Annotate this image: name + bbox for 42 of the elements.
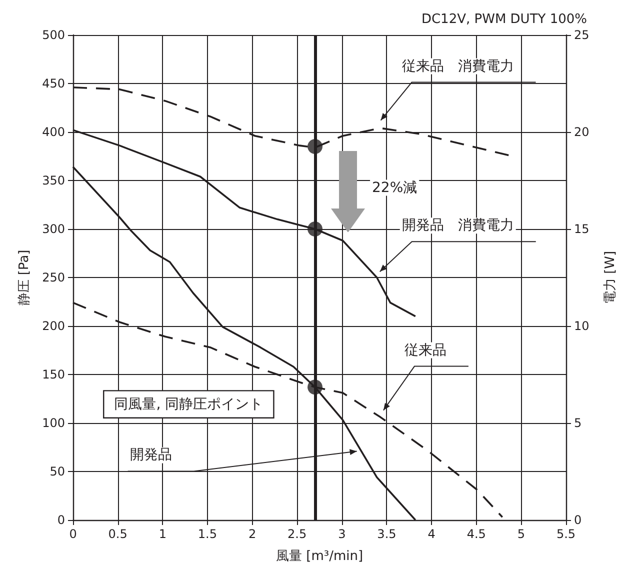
x-tick-label: 2 <box>248 527 256 541</box>
y-axis-title: 静圧 [Pa] <box>17 250 32 306</box>
x-tick-label: 1.5 <box>198 527 217 541</box>
x-tick-label: 4 <box>428 527 436 541</box>
y-tick-label: 500 <box>42 28 65 42</box>
y2-tick-label: 25 <box>574 28 590 42</box>
y-tick-label: 450 <box>42 76 65 90</box>
point <box>308 380 323 395</box>
y-tick-label: 350 <box>42 174 65 188</box>
annotation: 開発品 消費電力 <box>402 218 514 234</box>
y-tick-label: 150 <box>42 368 65 382</box>
chart-title: DC12V, PWM DUTY 100% <box>421 12 588 27</box>
y2-tick-label: 10 <box>574 319 590 333</box>
x-tick-label: 1 <box>158 527 166 541</box>
x-tick-label: 3 <box>338 527 346 541</box>
y-tick-label: 400 <box>42 125 65 139</box>
x-tick-label: 0.5 <box>108 527 128 541</box>
y2-tick-label: 5 <box>574 416 582 430</box>
y2-tick-label: 15 <box>574 222 590 236</box>
annotation: 22%減 <box>372 180 418 196</box>
annotation: 従来品 <box>404 342 446 358</box>
y-tick-label: 250 <box>42 270 65 284</box>
x-tick-label: 2.5 <box>288 527 307 541</box>
annotation: 同風量, 同静圧ポイント <box>114 396 264 412</box>
y2-tick-label: 20 <box>574 125 590 139</box>
y-tick-label: 50 <box>50 464 65 478</box>
annotation: 開発品 <box>130 447 172 464</box>
x-tick-label: 5 <box>517 527 525 541</box>
y-tick-label: 0 <box>57 513 65 527</box>
y2-tick-label: 0 <box>574 513 582 527</box>
y-tick-label: 200 <box>42 319 65 333</box>
x-axis-title: 風量 [m³/min] <box>276 549 364 564</box>
y-tick-label: 100 <box>42 416 65 430</box>
x-tick-label: 3.5 <box>377 527 396 541</box>
annotation: 従来品 消費電力 <box>402 58 514 74</box>
point <box>308 139 323 154</box>
y2-axis-title: 電力 [W] <box>603 250 618 304</box>
y-tick-label: 300 <box>42 222 65 236</box>
x-tick-label: 4.5 <box>466 527 486 541</box>
x-tick-label: 5.5 <box>556 527 576 541</box>
point <box>308 222 323 236</box>
x-tick-label: 0 <box>69 527 77 541</box>
